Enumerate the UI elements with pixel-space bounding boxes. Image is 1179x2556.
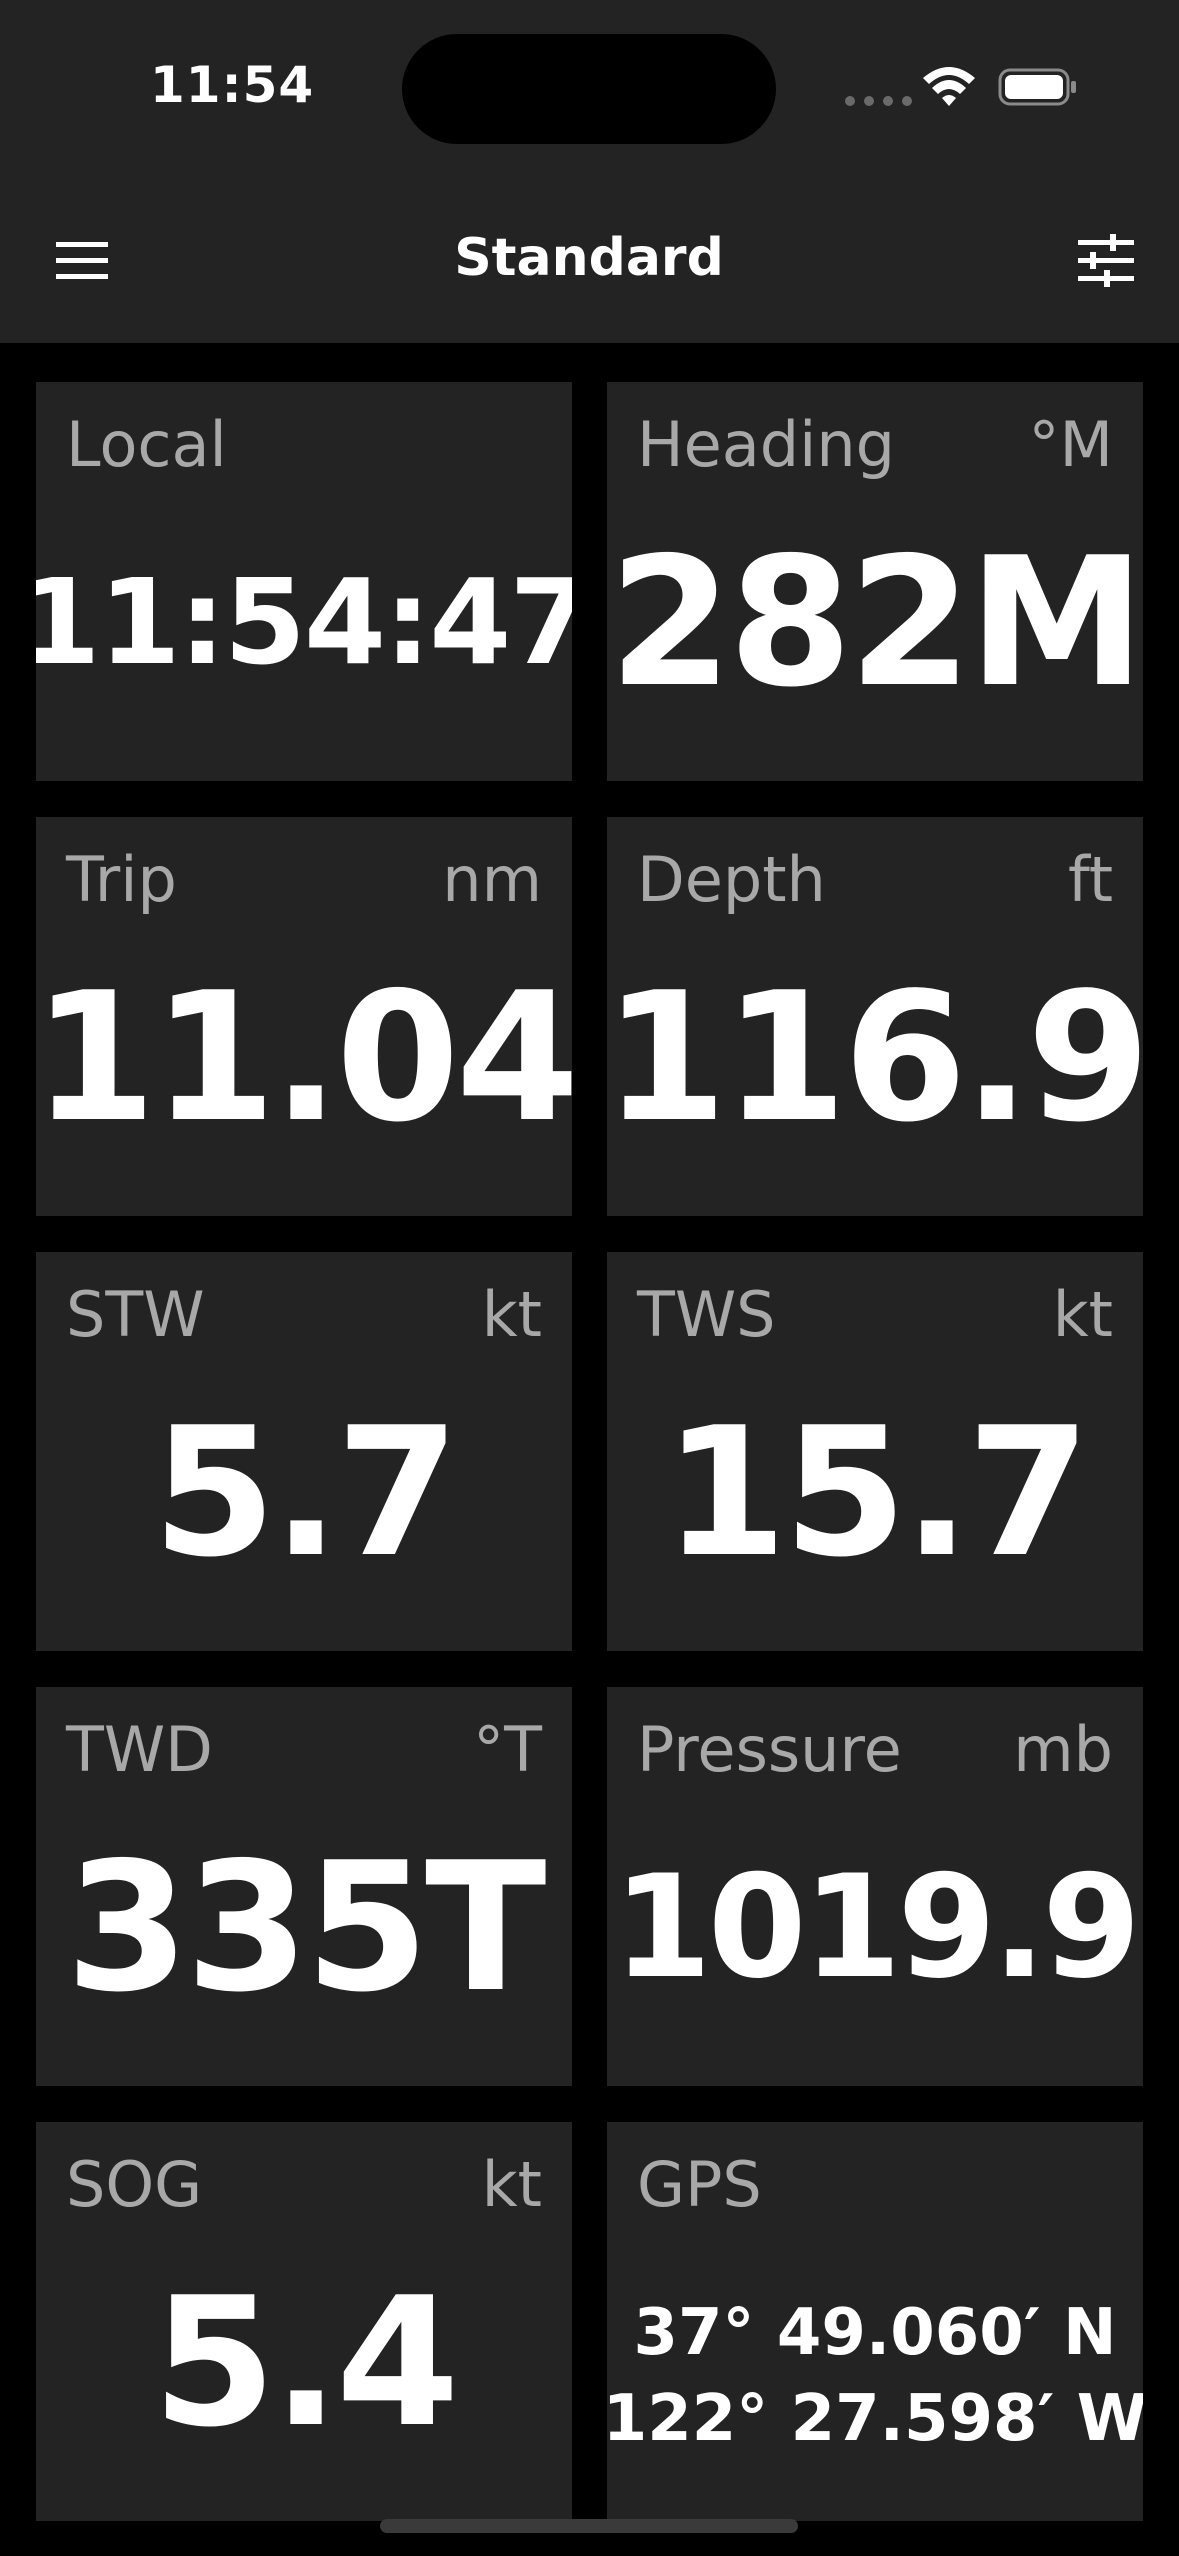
tile-value: 11.04 <box>36 953 572 1161</box>
tile-label: Depth <box>637 843 826 916</box>
gps-latitude: 37° 49.060′ N <box>633 2296 1117 2370</box>
tile-unit: kt <box>1052 1278 1113 1351</box>
hamburger-menu-icon[interactable] <box>52 236 116 286</box>
tile-unit: kt <box>481 1278 542 1351</box>
tile-trip[interactable]: Trip nm 11.04 <box>36 817 572 1216</box>
tile-label: Pressure <box>637 1713 902 1786</box>
top-bar: 11:54 Standard <box>0 0 1179 343</box>
tile-pressure[interactable]: Pressure mb 1019.9 <box>607 1687 1143 2086</box>
tile-label: SOG <box>66 2148 203 2221</box>
cellular-signal-icon <box>845 96 912 106</box>
sliders-settings-icon[interactable] <box>1076 234 1136 288</box>
tile-value: 116.9 <box>607 953 1143 1161</box>
wifi-icon <box>923 67 975 106</box>
tile-value: 1019.9 <box>613 1844 1141 2010</box>
page-title: Standard <box>454 228 724 288</box>
tile-unit: mb <box>1013 1713 1113 1786</box>
tile-label: TWS <box>637 1278 776 1351</box>
tile-unit: °T <box>473 1713 542 1786</box>
tile-local-time[interactable]: Local 11:54:47 <box>36 382 572 781</box>
tile-label: STW <box>66 1278 205 1351</box>
tile-label: GPS <box>637 2148 762 2221</box>
tile-stw[interactable]: STW kt 5.7 <box>36 1252 572 1651</box>
status-time: 11:54 <box>150 56 315 114</box>
tile-value: 335T <box>65 1823 547 2031</box>
battery-icon <box>998 68 1076 106</box>
tile-label: Heading <box>637 408 895 481</box>
tile-heading[interactable]: Heading °M 282M <box>607 382 1143 781</box>
tile-sog[interactable]: SOG kt 5.4 <box>36 2122 572 2521</box>
dynamic-island <box>402 34 776 144</box>
tile-unit: kt <box>481 2148 542 2221</box>
tile-unit: °M <box>1028 408 1114 481</box>
tile-label: Local <box>66 408 227 481</box>
tile-label: Trip <box>66 843 177 916</box>
tile-twd[interactable]: TWD °T 335T <box>36 1687 572 2086</box>
tile-depth[interactable]: Depth ft 116.9 <box>607 817 1143 1216</box>
tile-value: 5.4 <box>152 2258 459 2466</box>
tile-value: 282M <box>608 518 1143 726</box>
tile-value: 11:54:47 <box>36 553 572 691</box>
tile-label: TWD <box>66 1713 213 1786</box>
tile-tws[interactable]: TWS kt 15.7 <box>607 1252 1143 1651</box>
tile-gps[interactable]: GPS 37° 49.060′ N 122° 27.598′ W <box>607 2122 1143 2521</box>
tile-unit: ft <box>1067 843 1113 916</box>
instrument-grid: Local 11:54:47 Heading °M 282M Trip nm 1… <box>36 382 1143 2521</box>
tile-unit: nm <box>442 843 542 916</box>
tile-value: 15.7 <box>663 1388 1090 1596</box>
gps-coordinates: 37° 49.060′ N 122° 27.598′ W <box>607 2212 1143 2521</box>
tile-value: 5.7 <box>152 1388 459 1596</box>
gps-longitude: 122° 27.598′ W <box>607 2382 1143 2456</box>
home-indicator[interactable] <box>380 2519 798 2533</box>
